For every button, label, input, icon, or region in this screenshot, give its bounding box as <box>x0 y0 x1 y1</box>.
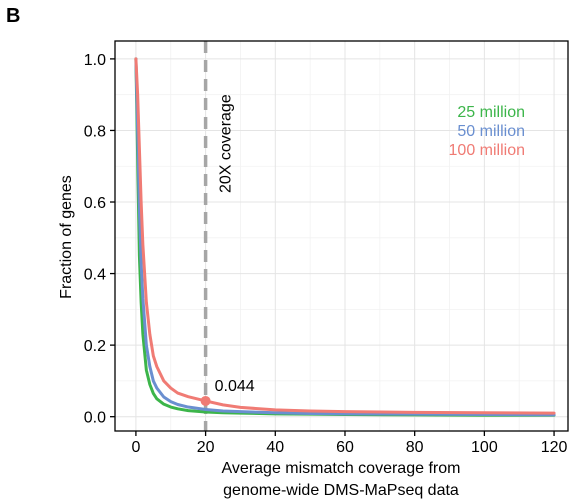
x-tick-label: 40 <box>266 439 284 456</box>
y-tick-label: 0.2 <box>84 338 106 355</box>
highlight-point <box>200 395 211 406</box>
legend: 25 million 50 million 100 million <box>449 104 525 159</box>
y-tick-label: 0.4 <box>84 267 106 284</box>
plot-frame <box>114 40 569 432</box>
coverage-threshold-label: 20X coverage <box>218 94 235 193</box>
y-tick-label: 0.0 <box>84 410 106 427</box>
panel-label: B <box>6 5 20 27</box>
x-axis: 0 20 40 60 80 100 120 <box>131 431 568 456</box>
y-tick-label: 0.8 <box>84 123 106 140</box>
x-tick-label: 0 <box>131 439 140 456</box>
series-line-1 <box>134 57 556 417</box>
x-tick-label: 120 <box>541 439 568 456</box>
legend-entry-2: 100 million <box>449 142 525 159</box>
y-tick-label: 1.0 <box>84 52 106 69</box>
series-layer <box>134 57 556 417</box>
y-axis: 0.0 0.2 0.4 0.6 0.8 1.0 <box>84 52 115 427</box>
x-axis-title-line-2: genome-wide DMS-MaPseq data <box>223 482 459 499</box>
x-tick-label: 80 <box>406 439 424 456</box>
y-axis-title: Fraction of genes <box>58 175 75 299</box>
x-tick-label: 100 <box>471 439 498 456</box>
legend-entry-0: 25 million <box>457 104 525 121</box>
x-tick-label: 20 <box>197 439 215 456</box>
legend-entry-1: 50 million <box>457 123 525 140</box>
x-tick-label: 60 <box>336 439 354 456</box>
grid <box>115 41 568 431</box>
vline-layer: 20X coverage <box>203 41 235 431</box>
y-tick-label: 0.6 <box>84 195 106 212</box>
x-axis-title-line-1: Average mismatch coverage from <box>222 460 461 477</box>
highlight-point-label: 0.044 <box>215 378 255 395</box>
series-line-2 <box>134 57 556 415</box>
point-layer: 0.044 <box>200 378 255 406</box>
